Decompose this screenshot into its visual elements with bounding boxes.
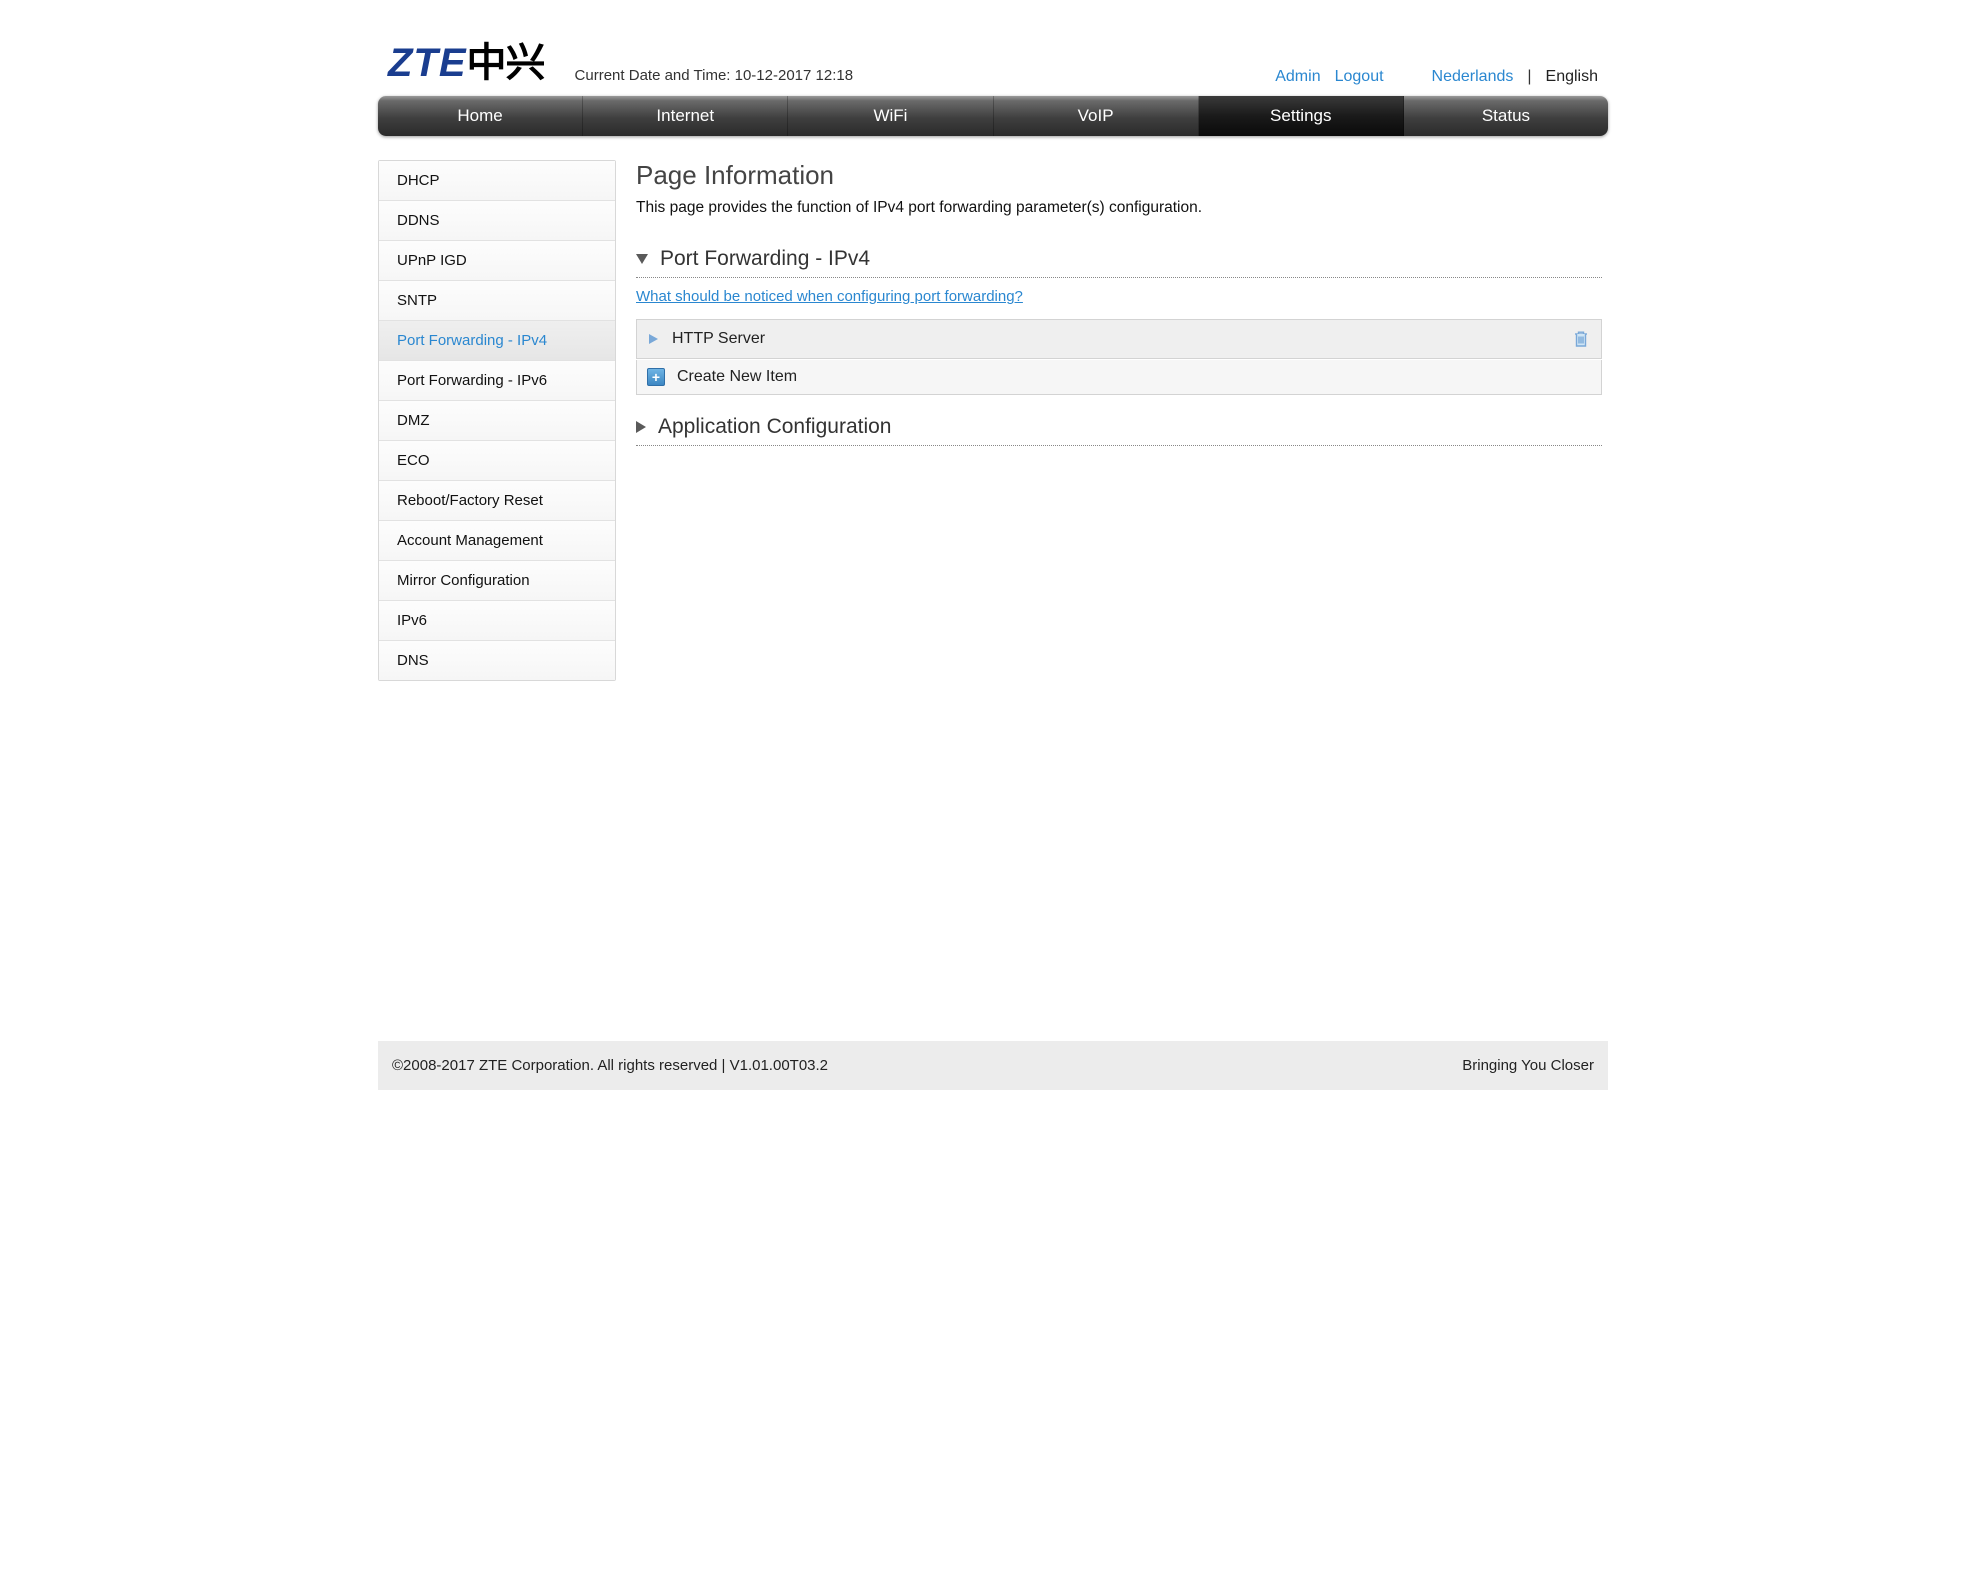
footer-left: ©2008-2017 ZTE Corporation. All rights r… [392, 1057, 828, 1074]
nav-voip[interactable]: VoIP [994, 96, 1199, 136]
portfwd-item-name: HTTP Server [672, 330, 1573, 348]
sidebar-item-reboot[interactable]: Reboot/Factory Reset [379, 481, 615, 521]
logo: ZTE中兴 [388, 30, 545, 88]
admin-link[interactable]: Admin [1275, 68, 1320, 86]
logo-text-cn: 中兴 [467, 41, 545, 85]
page-description: This page provides the function of IPv4 … [636, 199, 1602, 217]
navbar: Home Internet WiFi VoIP Settings Status [378, 96, 1608, 136]
create-new-item-button[interactable]: + Create New Item [636, 360, 1602, 395]
plus-icon: + [647, 368, 665, 386]
nav-internet[interactable]: Internet [583, 96, 788, 136]
chevron-down-icon [636, 254, 648, 264]
datetime-label: Current Date and Time: 10-12-2017 12:18 [575, 67, 854, 88]
page-title: Page Information [636, 160, 1602, 191]
header-left: ZTE中兴 Current Date and Time: 10-12-2017 … [388, 30, 853, 88]
header: ZTE中兴 Current Date and Time: 10-12-2017 … [378, 30, 1608, 96]
sidebar-item-dhcp[interactable]: DHCP [379, 161, 615, 201]
section-title-appconfig: Application Configuration [658, 415, 891, 439]
sidebar-item-ipv6[interactable]: IPv6 [379, 601, 615, 641]
main-content: Page Information This page provides the … [636, 160, 1608, 466]
sidebar-item-sntp[interactable]: SNTP [379, 281, 615, 321]
sidebar-item-portfwd-ipv4[interactable]: Port Forwarding - IPv4 [379, 321, 615, 361]
sidebar-item-eco[interactable]: ECO [379, 441, 615, 481]
logout-link[interactable]: Logout [1335, 68, 1384, 86]
section-header-portfwd[interactable]: Port Forwarding - IPv4 [636, 247, 1602, 278]
sidebar-item-portfwd-ipv6[interactable]: Port Forwarding - IPv6 [379, 361, 615, 401]
chevron-right-icon [649, 334, 658, 344]
help-link[interactable]: What should be noticed when configuring … [636, 288, 1023, 305]
nav-home[interactable]: Home [378, 96, 583, 136]
portfwd-item-row[interactable]: HTTP Server [636, 319, 1602, 359]
section-title-portfwd: Port Forwarding - IPv4 [660, 247, 870, 271]
sidebar-item-upnp[interactable]: UPnP IGD [379, 241, 615, 281]
lang-separator: | [1527, 68, 1531, 86]
footer: ©2008-2017 ZTE Corporation. All rights r… [378, 1041, 1608, 1090]
logo-text-zte: ZTE [388, 41, 467, 85]
lang-english[interactable]: English [1546, 68, 1598, 86]
chevron-right-icon [636, 421, 646, 433]
section-app-config: Application Configuration [636, 415, 1602, 446]
section-port-forwarding: Port Forwarding - IPv4 What should be no… [636, 247, 1602, 395]
section-header-appconfig[interactable]: Application Configuration [636, 415, 1602, 446]
sidebar-item-dmz[interactable]: DMZ [379, 401, 615, 441]
sidebar-item-account[interactable]: Account Management [379, 521, 615, 561]
header-right: Admin Logout Nederlands | English [1275, 68, 1598, 88]
sidebar: DHCP DDNS UPnP IGD SNTP Port Forwarding … [378, 160, 616, 681]
nav-status[interactable]: Status [1404, 96, 1608, 136]
body: DHCP DDNS UPnP IGD SNTP Port Forwarding … [378, 160, 1608, 681]
trash-icon[interactable] [1573, 330, 1589, 348]
create-new-item-label: Create New Item [677, 368, 797, 386]
sidebar-item-dns[interactable]: DNS [379, 641, 615, 680]
nav-settings[interactable]: Settings [1199, 96, 1404, 136]
sidebar-item-mirror[interactable]: Mirror Configuration [379, 561, 615, 601]
footer-right: Bringing You Closer [1462, 1057, 1594, 1074]
nav-wifi[interactable]: WiFi [788, 96, 993, 136]
sidebar-item-ddns[interactable]: DDNS [379, 201, 615, 241]
lang-nederlands[interactable]: Nederlands [1432, 68, 1514, 86]
